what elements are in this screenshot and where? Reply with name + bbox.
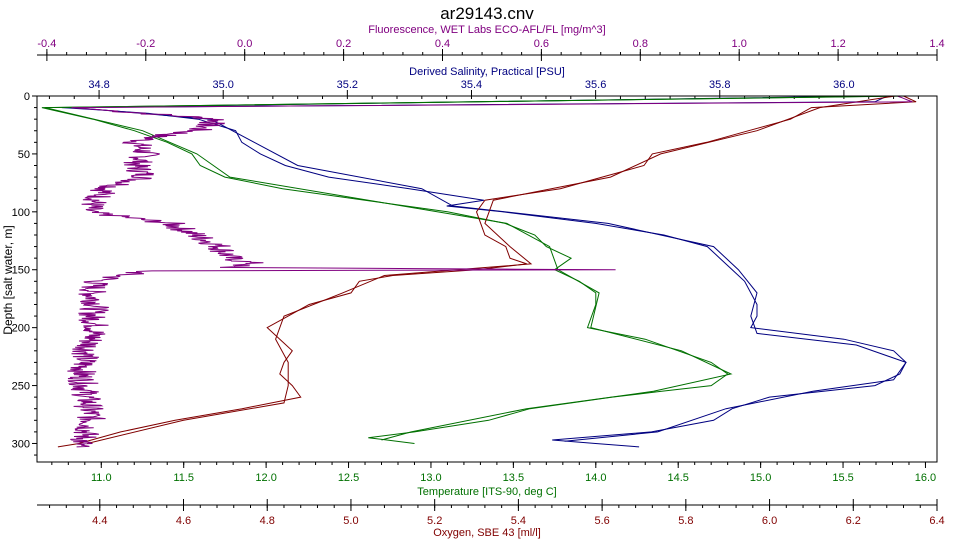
salinity-series-line: [61, 95, 907, 448]
temperature-tick-label: 11.5: [173, 472, 194, 484]
oxygen-tick-label: 6.0: [762, 515, 777, 527]
chart-title: ar29143.cnv: [440, 4, 534, 23]
oxygen-tick-label: 5.4: [511, 515, 526, 527]
salinity-series-line-2: [74, 95, 907, 442]
oxygen-tick-label: 6.4: [929, 515, 944, 527]
oxygen-tick-label: 4.6: [176, 515, 191, 527]
oxygen-tick-label: 4.4: [92, 515, 107, 527]
oxygen-tick-label: 5.6: [594, 515, 609, 527]
plot-area-border: [36, 95, 938, 463]
depth-tick-label: 0: [24, 91, 30, 103]
fluorescence-axis-title: Fluorescence, WET Labs ECO-AFL/FL [mg/m^…: [368, 24, 605, 36]
depth-tick-label: 250: [12, 381, 30, 393]
fluorescence-tick-label: 0.0: [237, 38, 252, 50]
oxygen-tick-label: 5.2: [427, 515, 442, 527]
temperature-tick-label: 12.0: [255, 472, 276, 484]
salinity-tick-label: 35.4: [461, 79, 482, 91]
depth-tick-label: 150: [12, 265, 30, 277]
fluorescence-tick-label: 1.2: [830, 38, 845, 50]
temperature-tick-label: 12.5: [338, 472, 359, 484]
temperature-tick-label: 13.5: [503, 472, 524, 484]
temperature-tick-label: 15.5: [832, 472, 853, 484]
oxygen-tick-label: 4.8: [260, 515, 275, 527]
salinity-tick-label: 35.6: [585, 79, 606, 91]
temperature-tick-label: 14.5: [667, 472, 688, 484]
temperature-tick-label: 11.0: [91, 472, 112, 484]
depth-tick-label: 300: [12, 438, 30, 450]
series-layer: [41, 95, 917, 448]
depth-tick-label: 200: [12, 323, 30, 335]
depth-tick-label: 100: [12, 207, 30, 219]
salinity-tick-label: 35.8: [709, 79, 730, 91]
fluorescence-tick-label: 1.0: [732, 38, 747, 50]
fluorescence-tick-label: 1.4: [929, 38, 944, 50]
salinity-tick-label: 34.8: [88, 79, 109, 91]
oxygen-tick-label: 5.0: [343, 515, 358, 527]
salinity-tick-label: 36.0: [833, 79, 854, 91]
fluorescence-tick-label: -0.4: [37, 38, 56, 50]
oxygen-axis-title: Oxygen, SBE 43 [ml/l]: [433, 527, 541, 539]
fluorescence-tick-label: 0.8: [633, 38, 648, 50]
oxygen-tick-label: 6.2: [846, 515, 861, 527]
salinity-axis-title: Derived Salinity, Practical [PSU]: [409, 66, 565, 78]
fluorescence-series-line: [67, 95, 913, 448]
salinity-tick-label: 35.0: [212, 79, 233, 91]
fluorescence-tick-label: 0.6: [534, 38, 549, 50]
depth-axis-title: Depth [salt water, m]: [1, 225, 15, 334]
temperature-tick-label: 13.0: [420, 472, 441, 484]
temperature-tick-label: 16.0: [915, 472, 936, 484]
fluorescence-tick-label: 0.2: [336, 38, 351, 50]
oxygen-tick-label: 5.8: [678, 515, 693, 527]
fluorescence-tick-label: 0.4: [435, 38, 450, 50]
salinity-tick-label: 35.2: [337, 79, 358, 91]
temperature-tick-label: 14.0: [585, 472, 606, 484]
temperature-tick-label: 15.0: [750, 472, 771, 484]
depth-tick-label: 50: [18, 149, 30, 161]
fluorescence-tick-label: -0.2: [136, 38, 155, 50]
oxygen-series-line: [57, 95, 917, 448]
temperature-axis-title: Temperature [ITS-90, deg C]: [417, 486, 556, 498]
